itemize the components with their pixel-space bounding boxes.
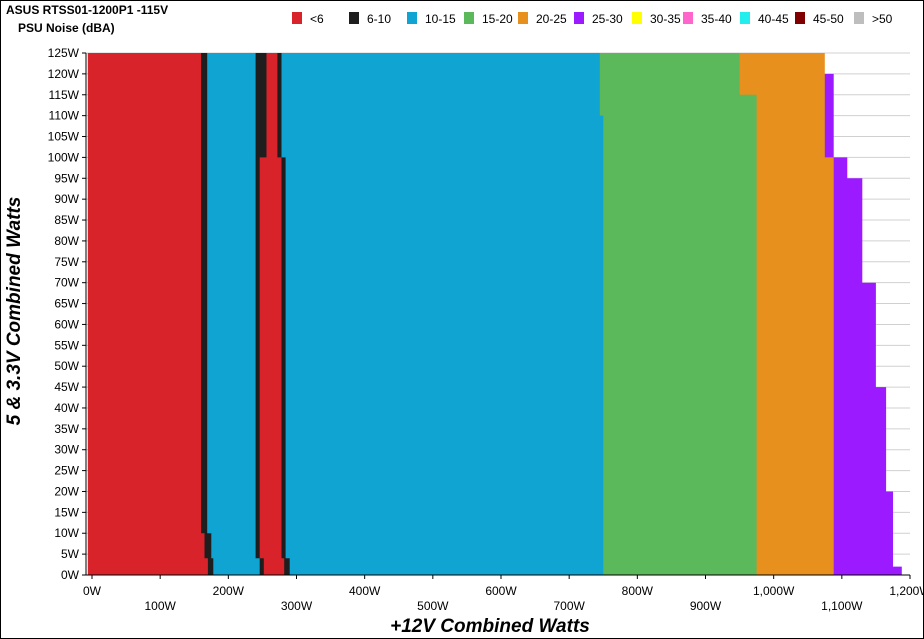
y-tick-label: 85W	[54, 213, 79, 227]
y-tick-label: 120W	[48, 67, 80, 81]
legend-swatch	[518, 12, 528, 24]
x-tick-label: 400W	[349, 584, 381, 598]
legend-swatch	[683, 12, 693, 24]
plot-area	[85, 52, 910, 576]
legend-label: 6-10	[367, 12, 391, 26]
x-tick-label: 1,200W	[889, 584, 924, 598]
legend-label: 20-25	[536, 12, 567, 26]
legend-swatch	[407, 12, 417, 24]
x-tick-label: 700W	[553, 599, 585, 613]
y-tick-label: 80W	[54, 234, 79, 248]
y-tick-label: 30W	[54, 443, 79, 457]
y-tick-label: 95W	[54, 171, 79, 185]
x-tick-label: 300W	[281, 599, 313, 613]
legend-label: 25-30	[592, 12, 623, 26]
chart-title: ASUS RTSS01-1200P1 -115V	[6, 3, 168, 17]
legend-swatch	[632, 12, 642, 24]
y-axis-ticks: 0W 5W 10W 15W 20W 25W 30W 35W 40W 45W 50W 55W 60W 65W…	[48, 46, 86, 582]
y-tick-label: 65W	[54, 297, 79, 311]
y-tick-label: 115W	[49, 88, 80, 102]
y-tick-label: 40W	[54, 401, 79, 415]
y-tick-label: 125W	[48, 46, 80, 60]
band-lt6-ring2	[259, 53, 285, 575]
legend-label: 35-40	[701, 12, 732, 26]
y-tick-label: 110W	[49, 109, 80, 123]
band-10-15	[92, 53, 604, 575]
legend-swatch	[292, 12, 302, 24]
x-tick-label: 1,100W	[821, 599, 863, 613]
legend-label: <6	[310, 12, 324, 26]
x-axis-title: +12V Combined Watts	[390, 616, 590, 637]
y-tick-label: 20W	[54, 484, 79, 498]
y-tick-label: 35W	[54, 422, 79, 436]
legend-label: 40-45	[758, 12, 789, 26]
y-tick-label: 10W	[54, 526, 79, 540]
y-tick-label: 70W	[54, 276, 79, 290]
x-tick-label: 900W	[690, 599, 722, 613]
y-tick-label: 60W	[54, 317, 79, 331]
x-tick-label: 100W	[144, 599, 176, 613]
y-tick-label: 50W	[54, 359, 79, 373]
legend-label: >50	[872, 12, 893, 26]
legend-label: 15-20	[482, 12, 513, 26]
legend: <6 6-10 10-15 15-20 20-25 25-30 30-35 35-40 40-4…	[292, 12, 893, 26]
legend-label: 10-15	[425, 12, 456, 26]
y-tick-label: 5W	[61, 547, 80, 561]
y-tick-label: 25W	[54, 464, 79, 478]
x-tick-label: 1,000W	[753, 584, 795, 598]
y-axis-title: 5 & 3.3V Combined Watts	[4, 197, 25, 426]
y-tick-label: 90W	[54, 192, 79, 206]
y-tick-label: 55W	[54, 338, 79, 352]
y-tick-label: 75W	[54, 255, 79, 269]
legend-swatch	[464, 12, 474, 24]
legend-label: 45-50	[813, 12, 844, 26]
band-lt6	[87, 53, 208, 575]
legend-swatch	[854, 12, 864, 24]
legend-swatch	[740, 12, 750, 24]
y-tick-label: 105W	[48, 130, 80, 144]
y-tick-label: 45W	[54, 380, 79, 394]
legend-swatch	[349, 12, 359, 24]
y-tick-label: 0W	[61, 568, 80, 582]
chart-subtitle: PSU Noise (dBA)	[18, 21, 115, 35]
legend-swatch	[795, 12, 805, 24]
x-axis-ticks: 0W 100W 200W 300W 400W 500W 600W 700W 800W 900W 1,…	[83, 575, 924, 613]
x-tick-label: 200W	[213, 584, 245, 598]
x-tick-label: 0W	[83, 584, 102, 598]
y-tick-label: 15W	[54, 505, 79, 519]
legend-swatch	[574, 12, 584, 24]
legend-label: 30-35	[650, 12, 681, 26]
y-tick-label: 100W	[48, 150, 80, 164]
x-tick-label: 600W	[485, 584, 517, 598]
x-tick-label: 500W	[417, 599, 449, 613]
x-tick-label: 800W	[622, 584, 654, 598]
